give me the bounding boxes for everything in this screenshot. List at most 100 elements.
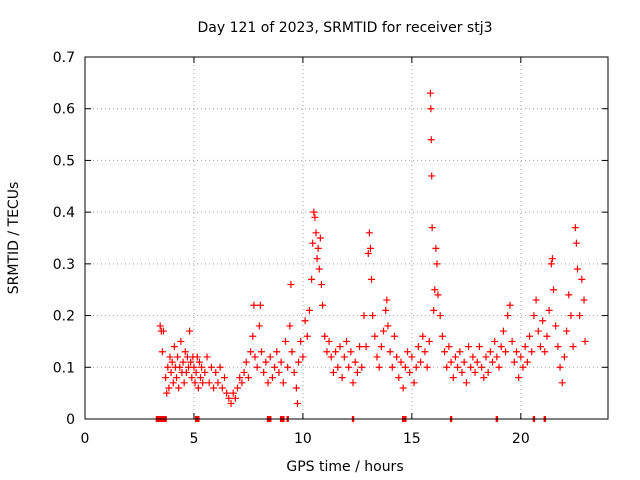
y-axis-label: SRMTID / TECUs (6, 182, 22, 295)
data-point (199, 379, 207, 387)
data-point (447, 358, 455, 366)
data-point (168, 358, 176, 366)
data-point (159, 327, 167, 335)
data-point (203, 353, 211, 361)
data-point (491, 337, 499, 345)
data-point (484, 368, 492, 376)
data-point (347, 348, 355, 356)
data-point (323, 348, 331, 356)
data-point (565, 291, 573, 299)
data-point (580, 296, 588, 304)
data-point (173, 374, 181, 382)
data-point (445, 343, 453, 351)
data-point (421, 348, 429, 356)
data-point (316, 234, 324, 242)
data-point (373, 353, 381, 361)
data-point (534, 327, 542, 335)
data-point (327, 353, 335, 361)
data-point (371, 332, 379, 340)
data-point (236, 374, 244, 382)
data-point (573, 265, 581, 273)
data-point (271, 363, 279, 371)
data-point (552, 322, 560, 330)
data-point (279, 379, 287, 387)
data-point (179, 358, 187, 366)
data-point (434, 291, 442, 299)
data-point (517, 353, 525, 361)
data-point (303, 332, 311, 340)
data-point (365, 229, 373, 237)
data-point (212, 368, 220, 376)
data-point (364, 250, 372, 258)
data-point (158, 348, 166, 356)
data-point (336, 343, 344, 351)
data-point (349, 379, 357, 387)
data-point (427, 136, 435, 144)
data-point (162, 374, 170, 382)
data-point (512, 348, 520, 356)
data-point (299, 353, 307, 361)
data-point (428, 224, 436, 232)
data-point (255, 322, 263, 330)
data-point (196, 374, 204, 382)
data-point (297, 337, 305, 345)
data-point (240, 368, 248, 376)
data-point (194, 384, 202, 392)
data-point (164, 363, 172, 371)
data-point (166, 353, 174, 361)
x-tick-label: 5 (189, 431, 198, 447)
data-point (292, 384, 300, 392)
data-point (170, 343, 178, 351)
data-point (384, 322, 392, 330)
chart-title: Day 121 of 2023, SRMTID for receiver stj… (198, 20, 493, 36)
data-point (380, 327, 388, 335)
data-point (377, 343, 385, 351)
data-point (406, 368, 414, 376)
data-point (390, 332, 398, 340)
data-point (207, 363, 215, 371)
data-point (417, 358, 425, 366)
data-point (414, 343, 422, 351)
data-point (560, 353, 568, 361)
y-tick-label: 0.2 (53, 309, 75, 325)
data-point (231, 394, 239, 402)
data-point (247, 348, 255, 356)
data-point (218, 384, 226, 392)
x-tick-label: 0 (81, 431, 90, 447)
y-tick-label: 0.6 (53, 102, 75, 118)
data-point (532, 296, 540, 304)
data-point (550, 286, 558, 294)
data-point (388, 363, 396, 371)
data-point (156, 322, 164, 330)
data-point (343, 337, 350, 345)
y-tick-label: 0.1 (53, 360, 75, 376)
data-point (431, 286, 439, 294)
data-point (250, 301, 258, 309)
data-point (332, 348, 340, 356)
y-tick-label: 0.4 (53, 205, 75, 221)
data-point (214, 379, 222, 387)
data-point (223, 389, 231, 397)
data-point (262, 358, 270, 366)
data-point (174, 353, 182, 361)
data-point (360, 312, 368, 320)
data-point (506, 301, 514, 309)
data-point (353, 368, 361, 376)
data-point (287, 281, 295, 289)
data-point (397, 358, 405, 366)
data-point (290, 368, 298, 376)
data-point (281, 337, 289, 345)
data-point (340, 353, 348, 361)
data-point (338, 374, 346, 382)
data-point (438, 332, 446, 340)
data-point (190, 363, 198, 371)
data-point (399, 384, 407, 392)
data-point (167, 368, 175, 376)
data-point (301, 317, 309, 325)
data-point (441, 348, 449, 356)
x-tick-label: 15 (403, 431, 421, 447)
data-point (499, 327, 507, 335)
data-point (229, 389, 237, 397)
data-point (467, 363, 475, 371)
data-point (510, 358, 518, 366)
